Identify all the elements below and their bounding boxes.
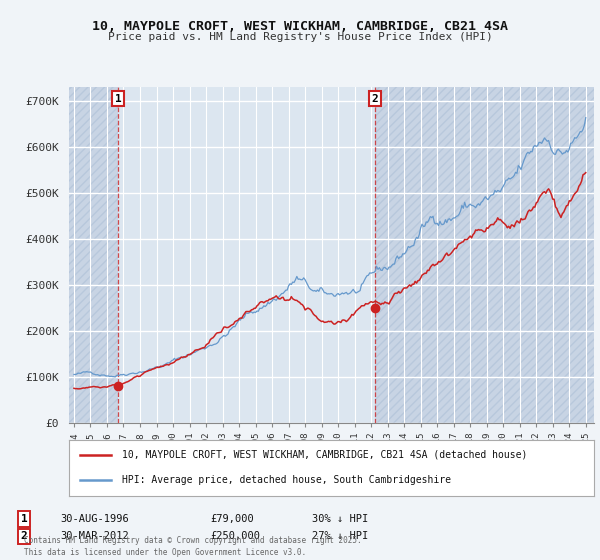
Text: 1: 1 xyxy=(115,94,121,104)
Text: 2: 2 xyxy=(372,94,379,104)
Text: Contains HM Land Registry data © Crown copyright and database right 2025.
This d: Contains HM Land Registry data © Crown c… xyxy=(24,536,362,557)
Text: 30-MAR-2012: 30-MAR-2012 xyxy=(60,531,129,542)
Text: Price paid vs. HM Land Registry's House Price Index (HPI): Price paid vs. HM Land Registry's House … xyxy=(107,32,493,43)
Text: 30-AUG-1996: 30-AUG-1996 xyxy=(60,514,129,524)
Text: 27% ↓ HPI: 27% ↓ HPI xyxy=(312,531,368,542)
Text: 10, MAYPOLE CROFT, WEST WICKHAM, CAMBRIDGE, CB21 4SA (detached house): 10, MAYPOLE CROFT, WEST WICKHAM, CAMBRID… xyxy=(121,450,527,460)
Text: £250,000: £250,000 xyxy=(210,531,260,542)
Bar xyxy=(375,87,594,423)
Text: £79,000: £79,000 xyxy=(210,514,254,524)
Text: 10, MAYPOLE CROFT, WEST WICKHAM, CAMBRIDGE, CB21 4SA: 10, MAYPOLE CROFT, WEST WICKHAM, CAMBRID… xyxy=(92,20,508,32)
Text: 30% ↓ HPI: 30% ↓ HPI xyxy=(312,514,368,524)
Text: HPI: Average price, detached house, South Cambridgeshire: HPI: Average price, detached house, Sout… xyxy=(121,475,451,486)
Bar xyxy=(118,87,375,423)
Text: 2: 2 xyxy=(20,531,28,542)
Bar xyxy=(69,87,118,423)
Text: 1: 1 xyxy=(20,514,28,524)
